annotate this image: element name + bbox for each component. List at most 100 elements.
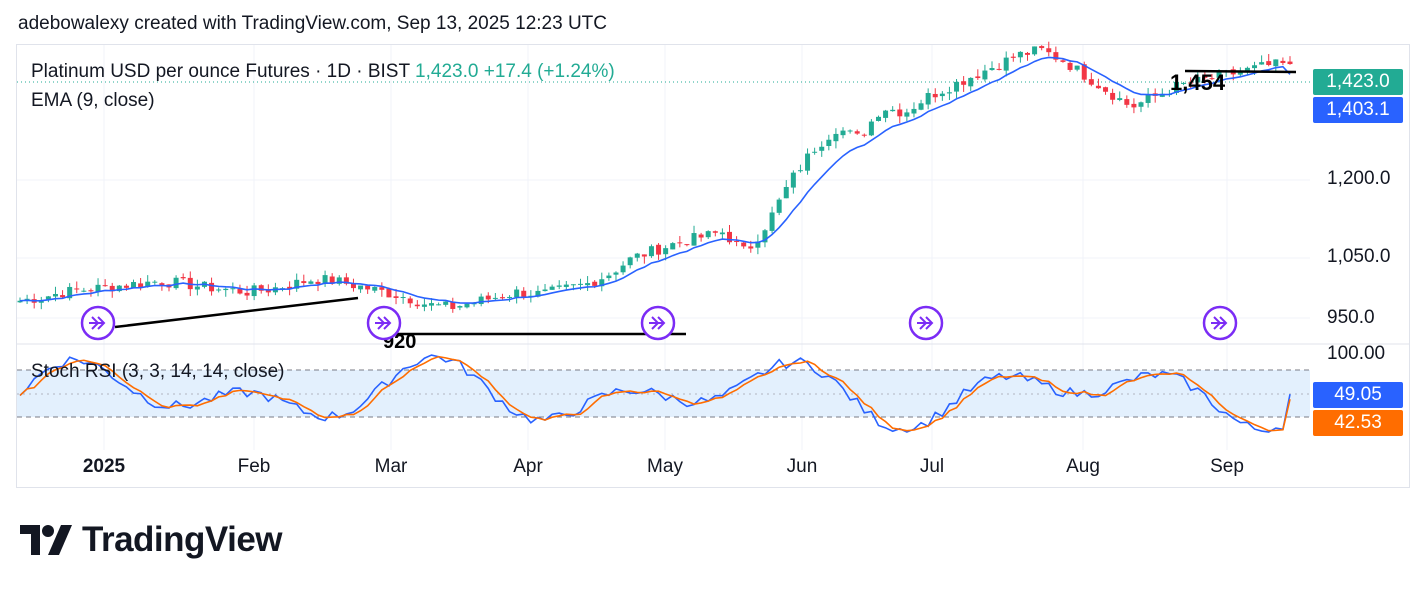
candle-body: [563, 284, 569, 287]
candle-body: [209, 282, 215, 292]
candle-body: [379, 287, 385, 290]
stoch-rsi-legend[interactable]: Stoch RSI (3, 3, 14, 14, close): [31, 361, 285, 382]
candle-body: [982, 70, 988, 80]
candle-body: [1067, 62, 1073, 70]
candle-body: [592, 281, 598, 286]
candle-body: [1060, 60, 1066, 62]
candle-body: [734, 241, 740, 243]
candle-body: [840, 130, 846, 136]
candle-body: [67, 286, 73, 299]
candle-body: [932, 93, 938, 98]
candle-body: [74, 288, 80, 290]
candle-body: [1103, 87, 1109, 92]
candle-body: [677, 242, 683, 244]
candle-body: [1017, 51, 1023, 58]
symbol-legend[interactable]: Platinum USD per ounce Futures · 1D · BI…: [31, 61, 615, 83]
candle-body: [88, 290, 94, 292]
candle-body: [904, 112, 910, 117]
event-marker-icon[interactable]: [366, 305, 402, 341]
candle-body: [159, 283, 165, 286]
candle-body: [358, 285, 364, 290]
candle-body: [1003, 57, 1009, 71]
candle-body: [102, 285, 108, 287]
candle-body: [1053, 52, 1059, 60]
candle-body: [783, 186, 789, 199]
candle-body: [499, 297, 505, 299]
candle-body: [875, 116, 881, 121]
candle-body: [684, 244, 690, 246]
x-tick-may: May: [647, 456, 683, 477]
event-marker-icon[interactable]: [908, 305, 944, 341]
candle-body: [961, 81, 967, 85]
candle-body: [350, 283, 356, 289]
candle-body: [996, 68, 1002, 70]
candle-body: [1273, 59, 1279, 67]
candle-body: [897, 109, 903, 117]
tradingview-logo[interactable]: TradingView: [20, 520, 283, 560]
candle-body: [719, 232, 725, 235]
candle-body: [131, 282, 137, 288]
candle-body: [797, 170, 803, 172]
trendline-support: [114, 296, 359, 329]
candle-body: [712, 231, 718, 233]
y-tick-1200: 1,200.0: [1327, 168, 1391, 189]
candle-body: [287, 286, 293, 289]
candle-body: [81, 290, 87, 292]
candle-body: [138, 283, 144, 288]
candle-body: [230, 288, 236, 290]
event-marker-icon[interactable]: [1202, 305, 1238, 341]
candle-body: [925, 93, 931, 105]
candle-body: [521, 290, 527, 297]
candle-body: [95, 284, 101, 292]
candle-body: [599, 279, 605, 287]
candle-body: [152, 281, 158, 283]
candle-body: [705, 231, 711, 238]
candle-body: [1259, 62, 1265, 65]
candle-body: [620, 265, 626, 273]
candle-body: [812, 151, 818, 153]
candle-body: [946, 92, 952, 94]
ema-legend[interactable]: EMA (9, close): [31, 90, 155, 111]
candle-body: [833, 133, 839, 142]
symbol-change: +17.4 (+1.24%): [483, 61, 615, 82]
candle-body: [890, 109, 896, 112]
candle-body: [258, 285, 264, 291]
event-marker-icon[interactable]: [640, 305, 676, 341]
candle-body: [1237, 71, 1243, 75]
candle-body: [1145, 94, 1151, 103]
x-tick-jul: Jul: [919, 456, 945, 477]
candle-body: [578, 283, 584, 285]
candle-body: [726, 231, 732, 243]
candle-body: [1181, 82, 1187, 84]
x-tick-sep: Sep: [1210, 456, 1244, 477]
x-tick-jun: Jun: [786, 456, 818, 477]
candle-body: [805, 153, 811, 171]
candle-body: [1131, 103, 1137, 108]
candle-body: [343, 277, 349, 284]
candle-body: [975, 76, 981, 79]
candle-body: [457, 306, 463, 308]
candle-body: [819, 146, 825, 151]
horizontal-line-high: [1184, 69, 1297, 74]
chart-frame: [16, 44, 1410, 488]
symbol-title: Platinum USD per ounce Futures · 1D · BI…: [31, 61, 410, 82]
candle-body: [436, 304, 442, 306]
candle-body: [1110, 92, 1116, 100]
candle-body: [1138, 102, 1144, 107]
candle-body: [1195, 76, 1201, 83]
candle-body: [1081, 64, 1087, 80]
candle-body: [698, 234, 704, 238]
event-marker-icon[interactable]: [80, 305, 116, 341]
ema-line: [19, 56, 1291, 304]
candle-body: [365, 285, 371, 290]
candle-body: [443, 301, 449, 305]
candle-body: [173, 277, 179, 289]
candle-body: [237, 288, 243, 294]
candle-body: [918, 103, 924, 110]
candle-body: [542, 289, 548, 292]
candle-body: [251, 285, 257, 297]
candle-body: [535, 290, 541, 297]
candle-body: [648, 246, 654, 257]
candle-body: [109, 285, 115, 292]
